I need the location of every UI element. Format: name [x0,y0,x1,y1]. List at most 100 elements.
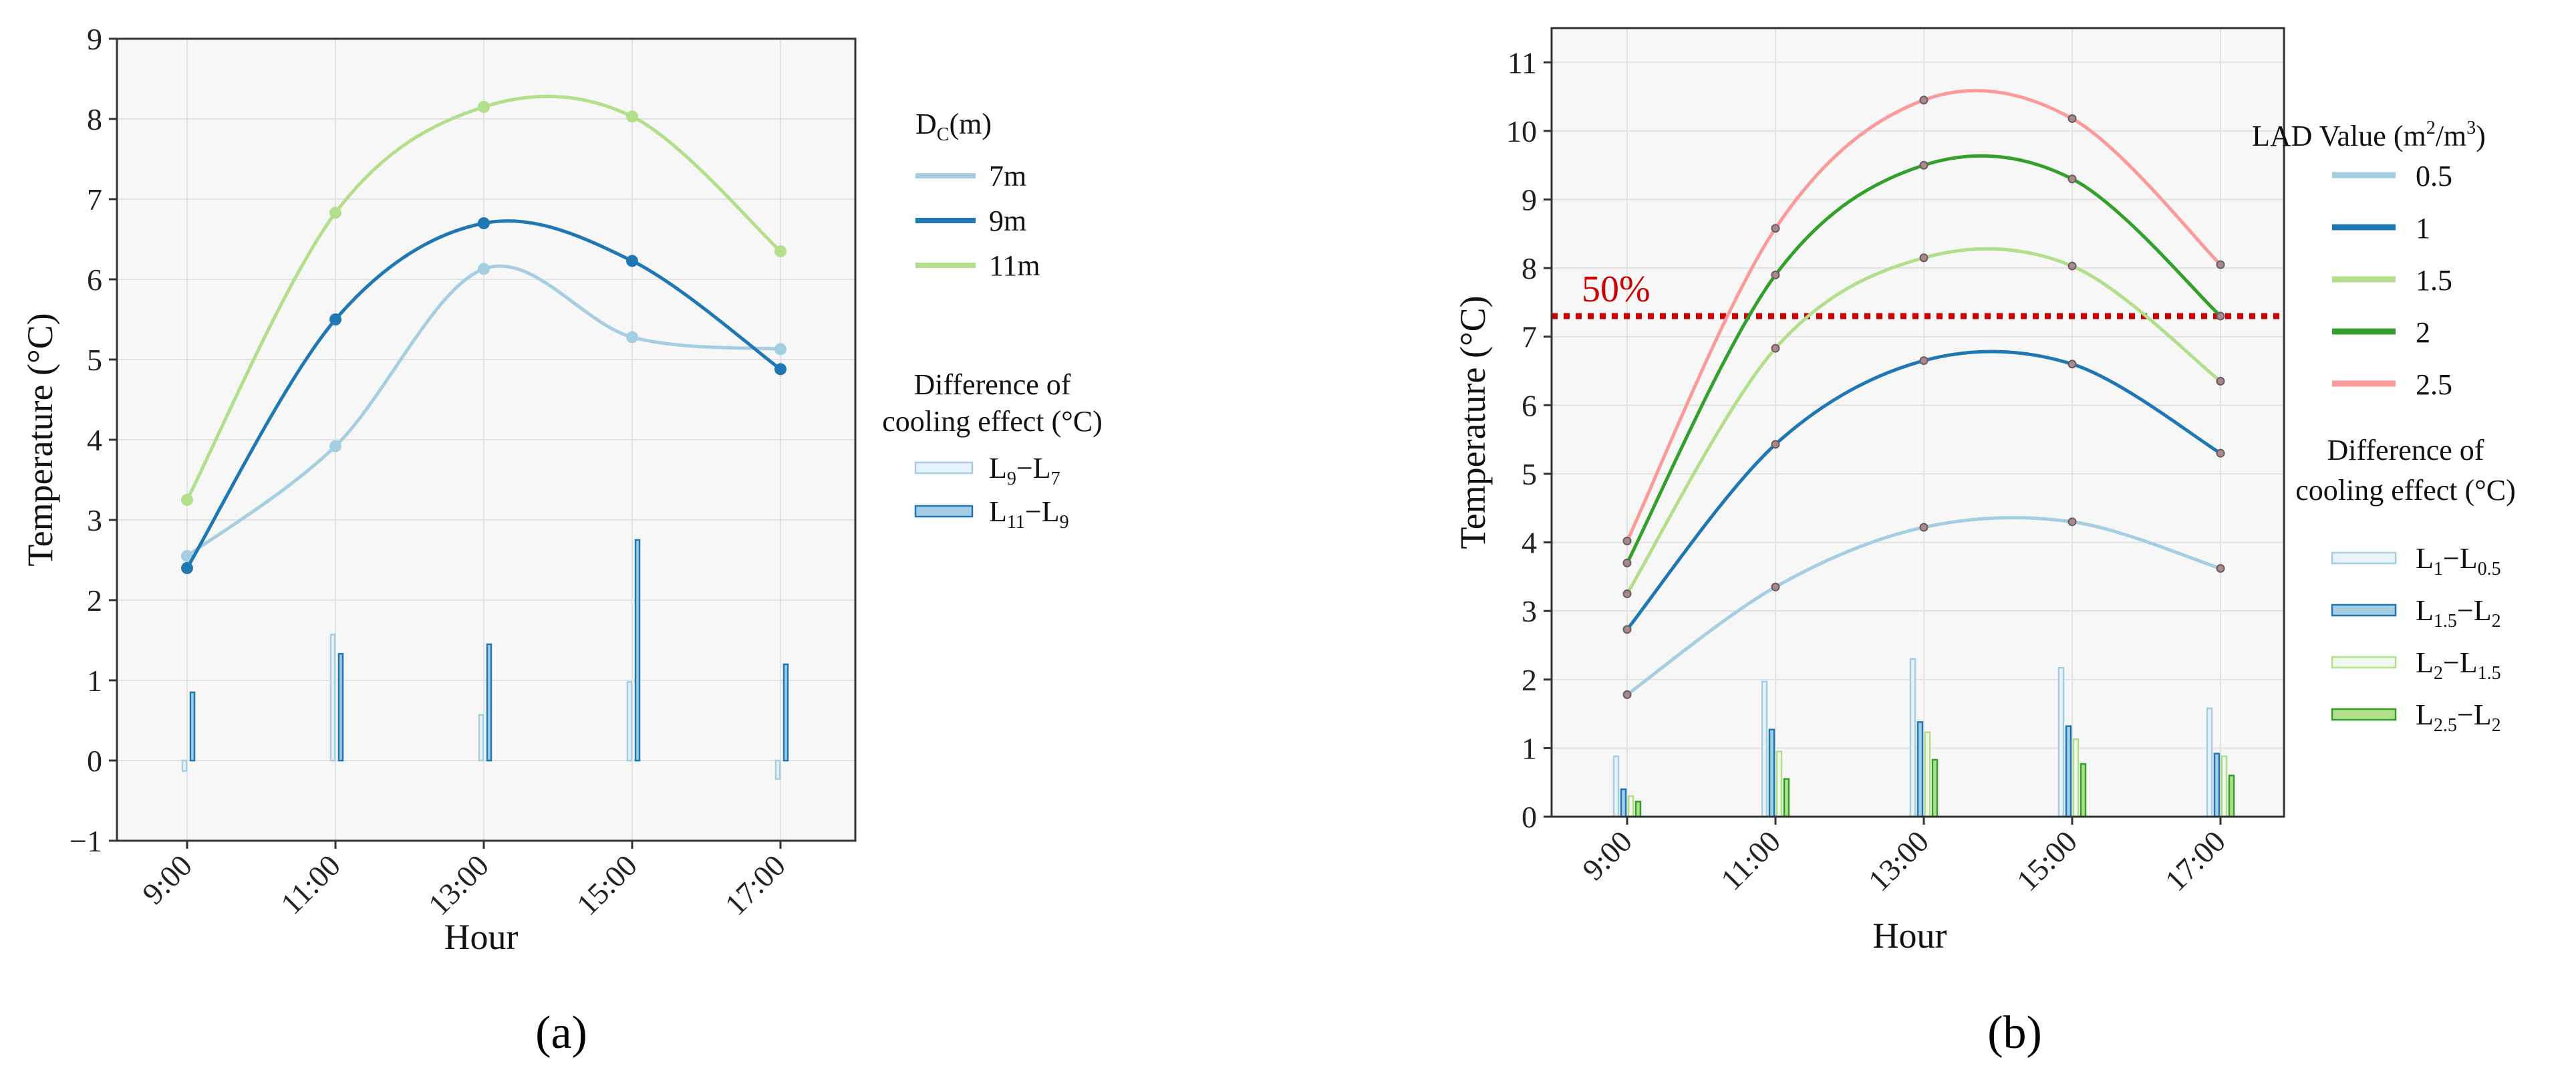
series-point-1.5-11:00 [1771,344,1780,353]
bar-legend-label-3: L2−L1.5 [2416,646,2501,684]
bar-3-11:00 [1775,751,1783,818]
series-line-1 [1626,350,2222,631]
series-point-2.5-17:00 [2216,260,2225,269]
legend-title-sup1: 2 [2426,118,2436,138]
series-point-11m-11:00 [329,207,341,219]
bar-group [181,539,789,780]
bar-legend-label-2: L1.5−L2 [2416,594,2501,632]
y-tick-label: 6 [87,263,102,297]
series-line-2 [1625,154,2222,564]
bar-4-9:00 [1634,801,1642,818]
y-tick-label: 9 [1522,183,1537,217]
legend-label-2.5: 2.5 [2416,368,2452,401]
bar-group [1612,658,2235,818]
y-tick-label: 11 [1508,45,1537,80]
bar-legend-sub-b: 2 [2492,611,2501,632]
series-point-2.5-15:00 [2067,114,2077,123]
bar-legend-title-1: Difference of [2327,434,2484,466]
series-point-9m-9:00 [181,562,193,574]
line-series-group [181,94,786,574]
series-point-7m-15:00 [626,331,638,344]
y-tick-label: 8 [87,102,102,136]
bar-2-11:00 [337,653,344,762]
series-point-9m-11:00 [329,313,341,325]
bar-legend-sub-b: 9 [1060,512,1069,533]
bar-legend-sub-b: 1.5 [2478,663,2501,684]
series-point-2.5-11:00 [1771,224,1780,233]
legend-label-11m: 11m [989,249,1040,282]
x-tick-label: 11:00 [274,848,347,921]
series-point-7m-11:00 [329,440,341,452]
y-axis-label: Temperature (°C) [1453,295,1493,549]
bar-legend-swatch-1 [2331,551,2397,565]
y-tick-label: 9 [87,22,102,56]
bar-1-17:00 [774,759,781,780]
bar-legend-sub-a: 1 [2434,559,2443,579]
bar-legend-main: L [989,495,1007,528]
series-point-7m-9:00 [181,550,193,562]
series-point-11m-17:00 [774,245,786,257]
series-point-7m-13:00 [478,263,490,275]
bar-2-15:00 [2065,725,2072,818]
x-tick-label: 15:00 [2010,824,2084,898]
series-line-2.5 [1625,89,2222,542]
legend-title-sup2: 3 [2466,118,2476,138]
bar-2-15:00 [634,539,641,762]
y-tick-label: 8 [1522,251,1537,285]
bar-1-11:00 [329,634,336,762]
x-axis-label: Hour [1873,916,1947,956]
bar-legend-title-1: Difference of [914,368,1071,401]
bar-1-13:00 [1909,658,1916,818]
bar-3-17:00 [2221,755,2228,818]
bar-legend-sub-b: 2 [2492,715,2501,736]
series-point-1-15:00 [2067,360,2077,369]
x-tick-label: 13:00 [422,848,495,922]
series-point-11m-13:00 [478,101,490,113]
x-tick-label: 13:00 [1862,824,1935,898]
bar-legend-sub-a: 1.5 [2434,611,2457,632]
bar-4-17:00 [2228,775,2235,818]
bar-1-9:00 [181,759,188,772]
bar-legend-sep: −L [1016,452,1051,485]
chart-panel-a: −1 0 1 2 3 4 5 6 7 8 9 9:00 11:00 13:00 15:00 17:00 Hour… [20,22,1103,1059]
y-tick-label: 5 [87,343,102,377]
bar-4-15:00 [2080,763,2087,818]
line-series-group [1622,89,2225,699]
series-point-1.5-15:00 [2067,261,2077,271]
series-point-0.5-13:00 [1919,523,1928,532]
bar-3-13:00 [1924,731,1931,818]
legend-title-sub: C [937,124,950,145]
bar-legend-main: L [2416,542,2434,575]
x-tick-label: 17:00 [718,848,792,922]
bar-2-17:00 [782,663,789,762]
bar-4-11:00 [1783,778,1790,818]
bar-legend-main: L [2416,646,2434,679]
series-point-1-11:00 [1771,440,1780,449]
bar-legend-title-2: cooling effect (°C) [882,405,1103,438]
bar-legend-sub-b: 0.5 [2478,559,2501,579]
bar-2-13:00 [486,643,492,762]
y-tick-label: 7 [87,182,102,217]
y-tick-label: 4 [1522,526,1537,560]
x-tick-label: 15:00 [570,848,643,922]
y-tick-label: −1 [69,824,102,858]
legend-title-unit: (m) [949,108,992,140]
bar-legend-main: L [2416,594,2434,627]
bar-legend-swatch-1 [914,461,974,475]
legend-title-mid: /m [2436,120,2466,152]
panel-label: (a) [535,1007,587,1059]
series-point-2-15:00 [2067,174,2077,184]
legend-label-1.5: 1.5 [2416,264,2452,297]
legend-label-9m: 9m [989,205,1026,237]
bar-legend-swatch-2 [2331,603,2397,617]
series-line-1.5 [1625,247,2222,595]
bar-legend-sub-a: 11 [1007,512,1025,533]
legend-label-7m: 7m [989,160,1026,192]
y-tick-label: 4 [87,423,102,457]
series-point-2-9:00 [1622,558,1632,567]
series-point-2-17:00 [2216,311,2225,321]
bar-legend-label-1: L1−L0.5 [2416,542,2501,579]
legend-label-1: 1 [2416,212,2430,245]
